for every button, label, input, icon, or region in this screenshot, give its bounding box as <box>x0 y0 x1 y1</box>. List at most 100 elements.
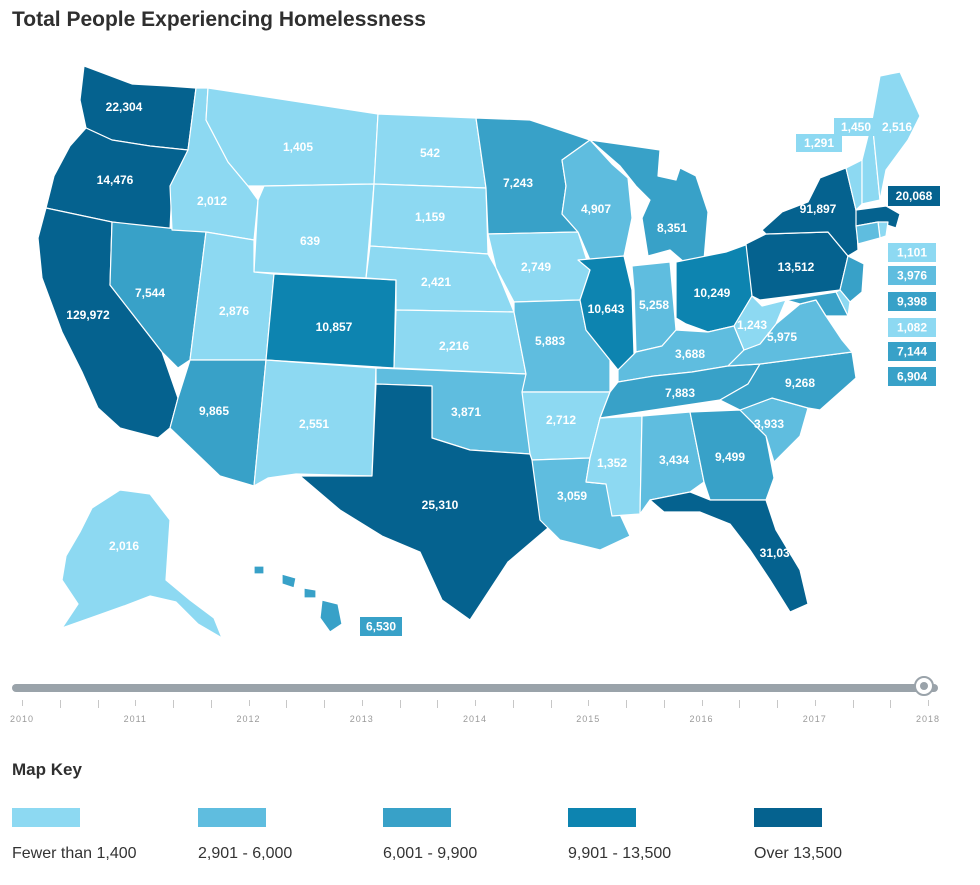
map-key-swatch <box>12 808 80 827</box>
callout-box-nh[interactable] <box>834 118 878 136</box>
map-key-label: 2,901 - 6,000 <box>198 845 293 862</box>
state-value-ok: 3,871 <box>451 405 481 419</box>
state-value-mo: 5,883 <box>535 334 565 348</box>
state-value-va: 5,975 <box>767 330 797 344</box>
state-value-mi: 8,351 <box>657 221 687 235</box>
state-nj[interactable] <box>839 255 865 303</box>
state-value-in: 5,258 <box>639 298 669 312</box>
timeline-tick <box>59 700 61 708</box>
timeline-year-label[interactable]: 2016 <box>689 714 714 724</box>
timeline-tick <box>550 700 552 708</box>
timeline-year-label[interactable]: 2015 <box>576 714 601 724</box>
state-value-sd: 1,159 <box>415 210 445 224</box>
state-value-ut: 2,876 <box>219 304 249 318</box>
timeline-tick <box>890 700 892 708</box>
timeline-tick <box>399 700 401 708</box>
state-wv[interactable] <box>733 295 787 351</box>
timeline-tick <box>512 700 514 708</box>
state-value-ms: 1,352 <box>597 456 627 470</box>
year-slider-handle[interactable] <box>914 676 934 696</box>
callout-box-md[interactable] <box>888 342 936 361</box>
state-ct[interactable] <box>855 221 881 245</box>
timeline-tick <box>286 700 288 708</box>
timeline-tick <box>701 700 703 706</box>
state-value-hi: 6,530 <box>366 620 396 634</box>
state-value-wv: 1,243 <box>737 318 767 332</box>
state-value-ga: 9,499 <box>715 450 745 464</box>
state-value-ak: 2,016 <box>109 539 139 553</box>
callout-box-ct[interactable] <box>888 266 936 285</box>
state-value-ne: 2,421 <box>421 275 451 289</box>
callout-box-ri[interactable] <box>888 243 936 262</box>
callout-box-nj[interactable] <box>888 292 936 311</box>
map-key-swatch <box>754 808 822 827</box>
timeline-year-label[interactable]: 2018 <box>915 714 941 724</box>
state-value-tn: 7,883 <box>665 386 695 400</box>
state-nc[interactable] <box>719 351 857 411</box>
state-value-nm: 2,551 <box>299 417 329 431</box>
state-value-nj: 9,398 <box>897 295 927 309</box>
callout-box-dc[interactable] <box>888 367 936 386</box>
state-tx[interactable] <box>299 383 549 621</box>
state-value-sc: 3,933 <box>754 417 784 431</box>
state-value-dc: 6,904 <box>897 370 927 384</box>
state-value-mt: 1,405 <box>283 140 313 154</box>
state-md[interactable] <box>785 291 849 317</box>
state-value-oh: 10,249 <box>694 286 731 300</box>
timeline-tick <box>22 700 23 706</box>
year-timeline: 2010 2011 2012 2013 2014 2015 2016 2017 2018 <box>0 700 980 730</box>
callout-box-hi[interactable] <box>360 617 402 636</box>
state-value-nv: 7,544 <box>135 286 165 300</box>
state-value-ri: 1,101 <box>897 246 927 260</box>
state-me[interactable] <box>871 71 921 201</box>
state-value-al: 3,434 <box>659 453 689 467</box>
state-value-vt: 1,291 <box>804 136 834 150</box>
state-value-ma: 20,068 <box>896 189 933 203</box>
timeline-tick <box>663 700 665 708</box>
state-value-nh: 1,450 <box>841 120 871 134</box>
map-key-label: Fewer than 1,400 <box>12 845 137 862</box>
timeline-year-label[interactable]: 2011 <box>123 714 147 724</box>
state-wy[interactable] <box>253 183 375 279</box>
state-hi[interactable] <box>253 565 343 633</box>
timeline-tick <box>361 700 363 706</box>
year-slider-track[interactable] <box>12 684 938 692</box>
timeline-tick <box>97 700 99 708</box>
timeline-tick <box>852 700 854 708</box>
timeline-tick <box>814 700 816 706</box>
callout-box-de[interactable] <box>888 318 936 337</box>
state-value-nd: 542 <box>420 146 440 160</box>
timeline-tick <box>135 700 137 706</box>
timeline-tick <box>928 700 929 706</box>
map-key-title: Map Key <box>12 760 82 779</box>
state-value-la: 3,059 <box>557 489 587 503</box>
timeline-tick <box>248 700 250 706</box>
callout-box-ma[interactable] <box>888 186 940 206</box>
state-value-ks: 2,216 <box>439 339 469 353</box>
state-value-ar: 2,712 <box>546 413 576 427</box>
state-value-ia: 2,749 <box>521 260 551 274</box>
us-map: 22,304 14,476 129,972 7,544 2,012 1,405 639 2,8… <box>37 65 940 639</box>
state-value-wy: 639 <box>300 234 320 248</box>
state-az[interactable] <box>169 359 267 487</box>
timeline-tick <box>777 700 778 708</box>
state-value-or: 14,476 <box>97 173 134 187</box>
state-il[interactable] <box>577 255 635 371</box>
map-key-label: 9,901 - 13,500 <box>568 845 672 862</box>
state-fl[interactable] <box>649 491 809 613</box>
timeline-year-label[interactable]: 2014 <box>462 714 488 724</box>
timeline-year-label[interactable]: 2012 <box>236 714 261 724</box>
timeline-tick <box>173 700 174 708</box>
timeline-tick <box>437 700 439 708</box>
state-ak[interactable] <box>61 489 223 639</box>
state-value-ct: 3,976 <box>897 269 927 283</box>
map-key-swatch <box>568 808 636 827</box>
timeline-year-label[interactable]: 2013 <box>349 714 374 724</box>
state-value-pa: 13,512 <box>778 260 815 274</box>
state-value-nc: 9,268 <box>785 376 815 390</box>
timeline-tick <box>475 700 476 706</box>
callout-box-vt[interactable] <box>796 134 842 152</box>
timeline-tick <box>626 700 627 708</box>
timeline-year-label[interactable]: 2017 <box>802 714 827 724</box>
timeline-year-label[interactable]: 2010 <box>9 714 35 724</box>
